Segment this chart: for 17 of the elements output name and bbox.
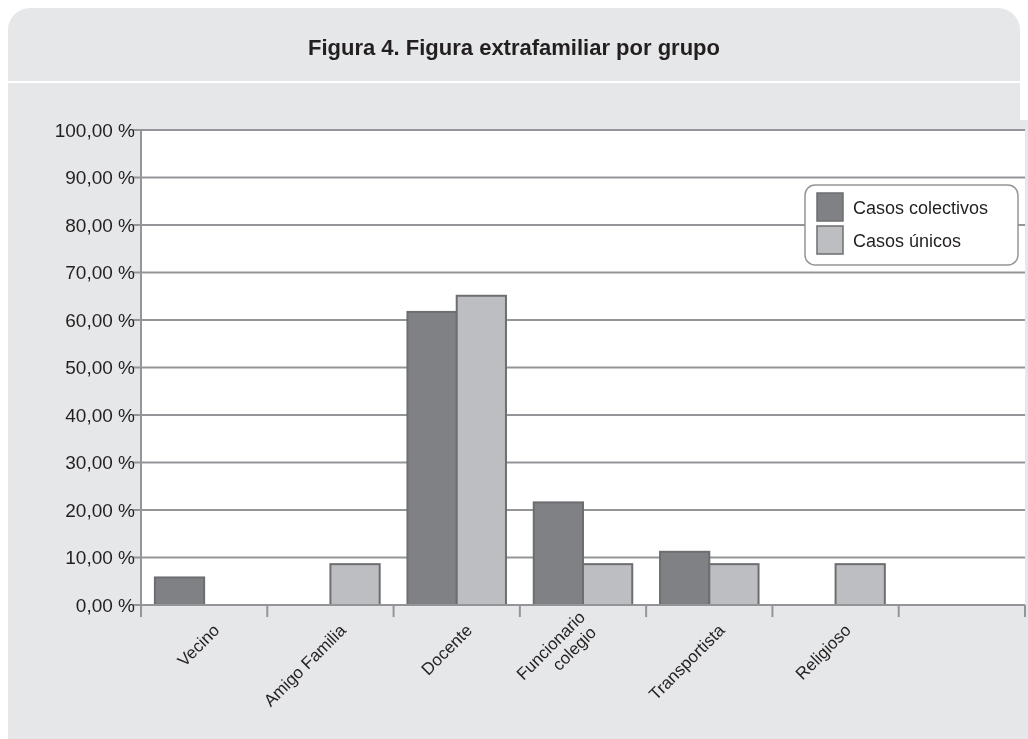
y-tick-label: 60,00 % <box>65 309 136 331</box>
y-tick-label: 10,00 % <box>65 547 136 568</box>
bar <box>329 563 381 606</box>
y-tick-label: 20,00 % <box>65 499 136 521</box>
y-tick-label: 40,00 % <box>65 404 136 426</box>
y-tick-label: 0,00 % <box>75 594 136 616</box>
chart-title: Figura 4. Figura extrafamiliar por grupo <box>308 35 720 60</box>
y-tick-label: 80,00 % <box>65 214 136 236</box>
legend-label: Casos únicos <box>853 231 962 251</box>
y-tick-label: 100,00 % <box>54 119 136 141</box>
y-tick-label: 90,00 % <box>65 167 136 188</box>
y-tick-label: 30,00 % <box>65 452 136 473</box>
bar <box>153 576 206 606</box>
y-tick-label: 50,00 % <box>65 357 136 378</box>
y-tick-label: 70,00 % <box>65 262 136 283</box>
bar <box>834 563 886 606</box>
legend-label: Casos colectivos <box>853 198 989 218</box>
